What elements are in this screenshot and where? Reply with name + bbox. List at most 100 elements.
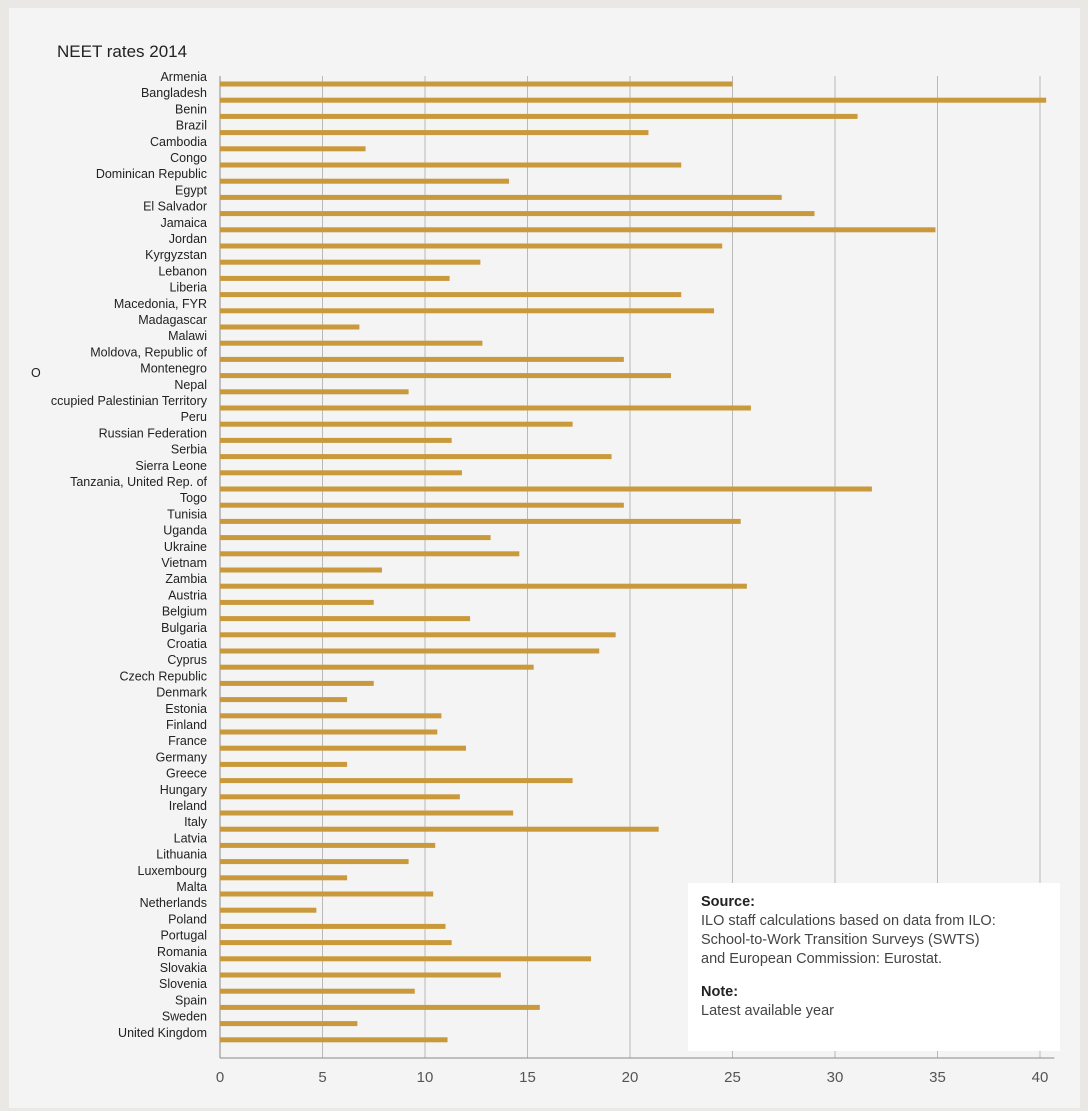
bar xyxy=(220,794,460,799)
category-label: Madagascar xyxy=(138,313,207,327)
bar xyxy=(220,260,480,265)
bar xyxy=(220,859,409,864)
bar xyxy=(220,649,599,654)
category-label: Netherlands xyxy=(140,896,207,910)
bar xyxy=(220,843,435,848)
chart-panel: NEET rates 2014 0 5 10 15 20 25 30 35 40 Armenia B… xyxy=(9,8,1080,1108)
bar xyxy=(220,341,482,346)
bar xyxy=(220,568,382,573)
note-text: Latest available year xyxy=(701,1002,1060,1021)
bar xyxy=(220,616,470,621)
bar xyxy=(220,1021,357,1026)
category-label: Austria xyxy=(168,588,207,602)
bar xyxy=(220,681,374,686)
category-label: Macedonia, FYR xyxy=(114,297,207,311)
bar xyxy=(220,535,491,540)
category-label: Tanzania, United Rep. of xyxy=(70,475,207,489)
category-label: Cyprus xyxy=(167,653,207,667)
category-label: Armenia xyxy=(160,70,207,84)
category-label: Malawi xyxy=(168,329,207,343)
category-label: Jamaica xyxy=(160,216,207,230)
bar xyxy=(220,665,534,670)
bar xyxy=(220,762,347,767)
bar xyxy=(220,989,415,994)
category-label: Sweden xyxy=(162,1010,207,1024)
bar xyxy=(220,179,509,184)
bar xyxy=(220,956,591,961)
category-label: Hungary xyxy=(160,783,208,797)
category-label: Romania xyxy=(157,945,207,959)
bar xyxy=(220,195,782,200)
x-tick-label: 20 xyxy=(622,1069,639,1086)
bar xyxy=(220,406,751,411)
category-label: Lebanon xyxy=(158,264,207,278)
bar xyxy=(220,454,612,459)
bar xyxy=(220,908,316,913)
category-label: France xyxy=(168,734,207,748)
bar xyxy=(220,827,659,832)
x-tick-label: 35 xyxy=(929,1069,946,1086)
bar xyxy=(220,697,347,702)
bar xyxy=(220,551,519,556)
bar xyxy=(220,422,573,427)
category-label: United Kingdom xyxy=(118,1026,207,1040)
category-label: Ireland xyxy=(169,799,207,813)
bar xyxy=(220,811,513,816)
bar xyxy=(220,778,573,783)
category-label: Poland xyxy=(168,912,207,926)
bar xyxy=(220,130,648,135)
category-label: Benin xyxy=(175,102,207,116)
category-label: Congo xyxy=(170,151,207,165)
x-tick-label: 25 xyxy=(724,1069,741,1086)
bar xyxy=(220,470,462,475)
category-label: Denmark xyxy=(156,686,207,700)
category-label: Jordan xyxy=(169,232,207,246)
bar xyxy=(220,730,437,735)
category-label: Egypt xyxy=(175,183,207,197)
source-note-box: Source: ILO staff calculations based on … xyxy=(688,883,1060,1051)
x-tick-label: 0 xyxy=(216,1069,224,1086)
category-label: Tunisia xyxy=(167,507,207,521)
bar xyxy=(220,892,433,897)
bar xyxy=(220,325,359,330)
bar xyxy=(220,487,872,492)
bar xyxy=(220,82,733,87)
category-label: El Salvador xyxy=(143,200,207,214)
category-label: Uganda xyxy=(163,524,207,538)
stray-label: O xyxy=(31,366,41,380)
bar xyxy=(220,940,452,945)
x-tick-label: 5 xyxy=(318,1069,326,1086)
category-label: Montenegro xyxy=(140,362,207,376)
category-label: Czech Republic xyxy=(119,669,207,683)
category-label: Russian Federation xyxy=(99,426,207,440)
x-tick-label: 10 xyxy=(417,1069,434,1086)
bar xyxy=(220,244,722,249)
category-label: Finland xyxy=(166,718,207,732)
x-tick-label: 30 xyxy=(827,1069,844,1086)
category-label: Vietnam xyxy=(161,556,207,570)
category-label: Portugal xyxy=(160,929,207,943)
bar xyxy=(220,163,681,168)
category-label: Zambia xyxy=(165,572,207,586)
bar xyxy=(220,389,409,394)
bar xyxy=(220,276,450,281)
category-label: Sierra Leone xyxy=(135,459,207,473)
bar xyxy=(220,146,366,151)
category-label: Moldova, Republic of xyxy=(90,345,207,359)
bar xyxy=(220,1037,448,1042)
bar xyxy=(220,924,446,929)
source-line-2: School-to-Work Transition Surveys (SWTS) xyxy=(701,931,1060,950)
bar xyxy=(220,584,747,589)
category-label: Nepal xyxy=(174,378,207,392)
category-label: Malta xyxy=(176,880,207,894)
bar xyxy=(220,746,466,751)
category-label: Slovenia xyxy=(159,977,207,991)
bar xyxy=(220,292,681,297)
category-label: Estonia xyxy=(165,702,207,716)
source-line-1: ILO staff calculations based on data fro… xyxy=(701,912,1060,931)
bar xyxy=(220,632,616,637)
bar xyxy=(220,211,815,216)
bar xyxy=(220,503,624,508)
bar xyxy=(220,519,741,524)
category-label: Dominican Republic xyxy=(96,167,207,181)
